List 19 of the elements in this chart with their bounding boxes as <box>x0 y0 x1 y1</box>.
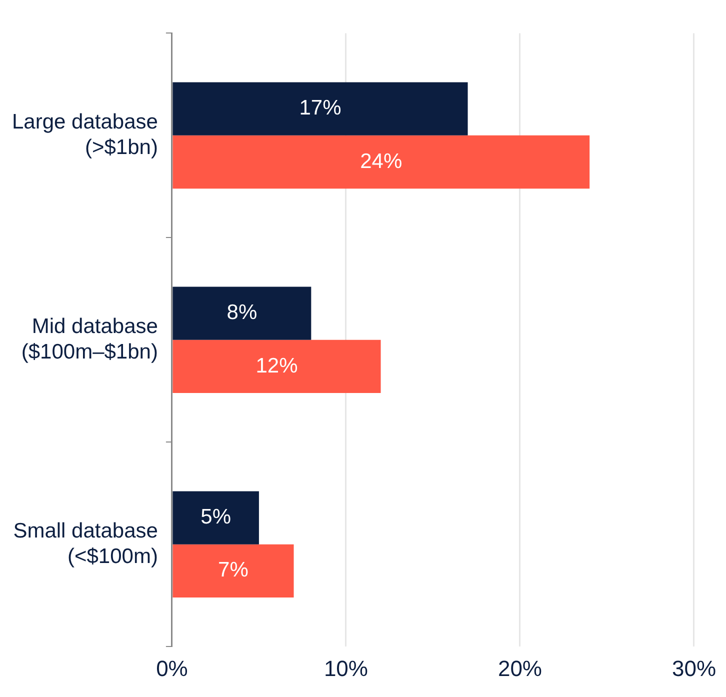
y-tick-label: Mid database ($100m–$1bn) <box>21 315 158 364</box>
bar <box>172 491 259 544</box>
bar <box>172 135 590 189</box>
x-tick-label: 0% <box>156 656 188 681</box>
bar <box>172 544 294 598</box>
data-label: 5% <box>200 506 232 529</box>
x-tick-label: 10% <box>324 656 368 681</box>
y-tick-label: Large database (>$1bn) <box>12 110 158 159</box>
bar <box>172 82 468 136</box>
data-label: 12% <box>256 354 298 378</box>
bar <box>172 340 381 394</box>
data-label: 8% <box>226 301 258 324</box>
x-tick-label: 30% <box>672 656 716 681</box>
data-label: 7% <box>218 558 248 582</box>
bar <box>172 286 312 340</box>
data-label: 17% <box>299 96 342 120</box>
x-tick-label: 20% <box>498 656 542 681</box>
y-tick-label: Small database (<$100m) <box>13 520 158 568</box>
data-label: 24% <box>360 150 402 173</box>
